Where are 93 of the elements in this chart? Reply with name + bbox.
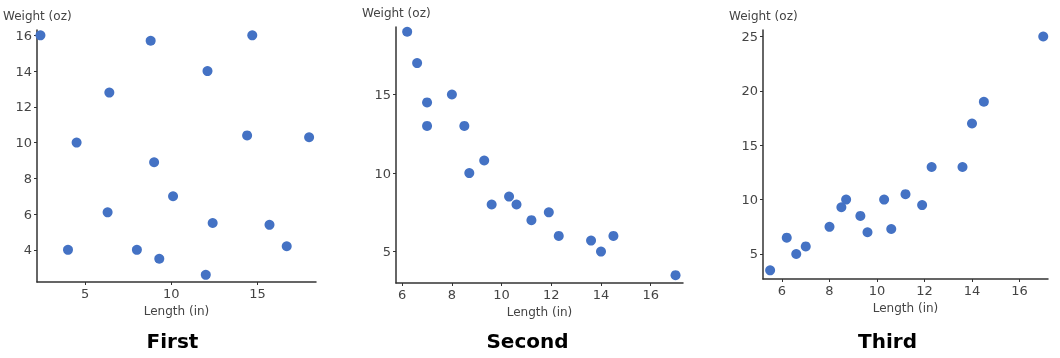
point	[553, 230, 564, 241]
point	[479, 155, 490, 166]
y-axis-title: Weight (oz)	[729, 9, 798, 23]
point	[917, 200, 928, 211]
point	[1038, 31, 1049, 42]
point	[957, 162, 968, 172]
point	[608, 230, 619, 241]
point	[131, 244, 142, 255]
point	[526, 215, 537, 226]
y-tick-label: 16	[15, 27, 32, 43]
point	[543, 207, 554, 218]
point	[765, 265, 776, 276]
point	[511, 199, 522, 210]
point	[207, 218, 218, 229]
x-tick-label: 14	[592, 287, 610, 302]
point	[422, 120, 433, 131]
y-tick-label: 10	[741, 192, 758, 208]
point	[35, 30, 46, 41]
point	[836, 202, 847, 213]
point	[596, 246, 606, 257]
x-tick-label: 10	[868, 283, 886, 298]
point	[459, 120, 470, 131]
x-axis-title: Length (in)	[143, 303, 210, 318]
y-tick-label: 10	[15, 135, 32, 151]
point	[800, 241, 811, 252]
x-axis-title: Length (in)	[506, 304, 573, 319]
point	[586, 235, 597, 246]
point	[402, 26, 413, 37]
point	[855, 210, 866, 221]
text: Second	[486, 329, 569, 353]
x-tick-label: 12	[543, 287, 560, 302]
point	[926, 162, 937, 172]
point	[202, 66, 213, 77]
point	[102, 207, 113, 218]
point	[862, 227, 873, 238]
point	[900, 189, 911, 200]
point	[879, 194, 890, 205]
point	[824, 221, 835, 232]
y-tick-label: 4	[23, 242, 32, 258]
point	[978, 96, 989, 107]
x-tick-label: 8	[447, 287, 457, 302]
y-tick-label: 12	[15, 99, 32, 115]
y-axis-title: Weight (oz)	[362, 6, 431, 20]
y-tick-label: 10	[374, 165, 391, 181]
y-tick-label: 5	[749, 246, 758, 262]
x-tick-label: 15	[249, 286, 266, 301]
x-tick-label: 14	[963, 283, 981, 298]
point	[149, 157, 160, 168]
y-axis-title: Weight (oz)	[3, 9, 72, 23]
point	[63, 244, 73, 255]
x-tick-label: 10	[163, 286, 180, 301]
point	[412, 58, 423, 69]
point	[154, 253, 165, 264]
text: First	[146, 329, 199, 353]
y-tick-label: 15	[374, 87, 391, 103]
text: Third	[858, 329, 917, 353]
x-tick-label: 10	[493, 287, 510, 302]
point	[304, 132, 315, 143]
x-tick-label: 6	[777, 283, 787, 298]
point	[168, 191, 179, 202]
x-tick-label: 5	[81, 286, 90, 301]
x-tick-label: 16	[1011, 283, 1028, 298]
point	[781, 232, 792, 243]
point	[464, 168, 475, 179]
point	[967, 118, 977, 129]
point	[886, 223, 897, 234]
point	[446, 89, 457, 100]
x-tick-label: 12	[916, 283, 933, 298]
point	[71, 137, 82, 148]
x-tick-label: 8	[825, 283, 834, 298]
y-tick-label: 8	[23, 170, 32, 186]
point	[200, 269, 211, 280]
point	[264, 219, 275, 230]
y-tick-label: 15	[741, 137, 758, 153]
y-tick-label: 25	[741, 29, 758, 45]
point	[247, 30, 258, 41]
y-tick-label: 6	[23, 206, 32, 222]
x-tick-label: 16	[642, 287, 659, 302]
x-tick-label: 6	[398, 287, 407, 302]
point	[281, 241, 292, 252]
x-axis-title: Length (in)	[872, 300, 939, 315]
point	[486, 199, 497, 210]
y-tick-label: 20	[741, 83, 758, 99]
point	[791, 248, 802, 259]
point	[422, 97, 433, 108]
point	[145, 35, 156, 46]
y-tick-label: 14	[15, 63, 32, 79]
point	[670, 270, 681, 281]
point	[504, 191, 515, 202]
point	[104, 87, 115, 98]
point	[242, 130, 253, 141]
y-tick-label: 5	[382, 244, 391, 260]
point	[841, 194, 852, 205]
